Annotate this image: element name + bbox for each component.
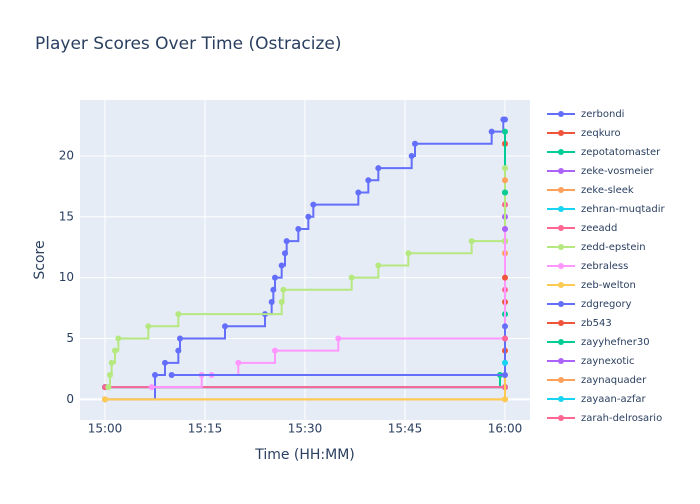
legend-marker: [558, 377, 564, 383]
legend-marker: [558, 244, 564, 250]
data-point: [278, 262, 285, 269]
legend-marker: [558, 358, 564, 364]
data-point: [175, 311, 182, 318]
x-tick-label: 15:15: [188, 422, 223, 436]
data-point: [268, 298, 275, 305]
x-tick-label: 15:30: [288, 422, 323, 436]
data-point: [107, 371, 113, 378]
data-point: [502, 225, 508, 232]
data-point: [148, 384, 155, 391]
data-point: [375, 165, 382, 172]
data-point: [348, 274, 355, 281]
legend-label: zayyhefner30: [581, 337, 650, 348]
legend-label: zedd-epstein: [581, 242, 646, 253]
data-point: [270, 286, 277, 293]
data-point: [502, 165, 508, 172]
data-point: [335, 335, 342, 342]
data-point: [408, 152, 415, 159]
legend-label: zaynaquader: [581, 375, 647, 386]
data-point: [502, 396, 508, 403]
data-point: [310, 201, 317, 208]
legend-marker: [558, 320, 564, 326]
data-point: [162, 359, 168, 366]
data-point: [108, 359, 115, 366]
legend-label: zarah-delrosario: [581, 413, 662, 424]
legend-marker: [558, 130, 564, 136]
data-point: [282, 250, 288, 257]
legend-label: zeqkuro: [581, 128, 621, 139]
data-point: [235, 359, 242, 366]
data-point: [405, 250, 412, 257]
legend-label: zeb-welton: [581, 280, 636, 291]
data-point: [222, 323, 228, 330]
data-point: [502, 189, 508, 196]
y-tick-label: 5: [66, 331, 74, 345]
data-point: [145, 323, 152, 330]
legend-marker: [558, 263, 564, 269]
legend-marker: [558, 415, 564, 421]
data-point: [502, 274, 508, 281]
x-axis-title: Time (HH:MM): [254, 447, 355, 463]
legend-marker: [558, 225, 564, 231]
legend-label: zehran-muqtadir: [581, 204, 666, 215]
data-point: [502, 359, 508, 366]
data-point: [502, 128, 508, 135]
data-point: [102, 396, 108, 403]
legend-marker: [558, 111, 564, 117]
y-axis-title: Score: [32, 240, 48, 279]
legend-label: zayaan-azfar: [581, 394, 647, 405]
data-point: [152, 371, 158, 378]
y-tick-label: 15: [59, 209, 74, 223]
data-point: [280, 286, 287, 293]
legend-label: zeeadd: [581, 223, 617, 234]
legend-label: zb543: [581, 318, 612, 329]
data-point: [112, 347, 118, 354]
data-point: [115, 335, 122, 342]
data-point: [502, 116, 508, 123]
data-point: [278, 298, 285, 305]
y-tick-label: 0: [66, 392, 74, 406]
data-point: [272, 274, 278, 281]
x-tick-label: 15:00: [88, 422, 123, 436]
legend-marker: [558, 149, 564, 155]
data-point: [502, 335, 508, 342]
data-point: [168, 371, 175, 378]
legend-marker: [558, 187, 564, 193]
legend-label: zerbondi: [581, 109, 624, 120]
data-point: [295, 225, 302, 232]
data-point: [502, 177, 508, 184]
legend-marker: [558, 301, 564, 307]
data-point: [502, 323, 508, 330]
legend-marker: [558, 396, 564, 402]
data-point: [175, 347, 182, 354]
data-point: [468, 238, 475, 245]
x-tick-label: 15:45: [388, 422, 423, 436]
data-point: [488, 128, 495, 135]
data-point: [365, 177, 372, 184]
legend-label: zepotatomaster: [581, 147, 661, 158]
chart-title: Player Scores Over Time (Ostracize): [35, 34, 342, 54]
legend-marker: [558, 206, 564, 212]
data-point: [305, 213, 312, 220]
data-point: [355, 189, 362, 196]
data-point: [105, 384, 112, 391]
y-tick-label: 20: [59, 148, 74, 162]
y-tick-label: 10: [59, 270, 74, 284]
data-point: [375, 262, 382, 269]
data-point: [412, 140, 418, 147]
legend-label: zeke-vosmeier: [581, 166, 654, 177]
legend-label: zebraless: [581, 261, 628, 272]
data-point: [283, 238, 290, 245]
data-point: [502, 371, 508, 378]
legend-marker: [558, 168, 564, 174]
legend-label: zeke-sleek: [581, 185, 634, 196]
legend-marker: [558, 282, 564, 288]
x-tick-label: 16:00: [488, 422, 523, 436]
legend-marker: [558, 339, 564, 345]
legend-label: zaynexotic: [581, 356, 635, 367]
data-point: [272, 347, 278, 354]
legend-label: zdgregory: [581, 299, 632, 310]
data-point: [177, 335, 183, 342]
